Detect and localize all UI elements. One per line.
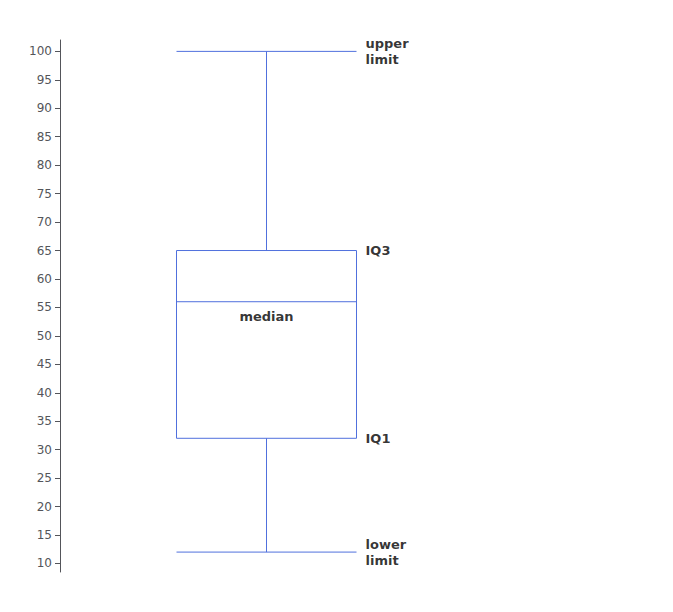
- svg-text:40: 40: [37, 386, 52, 400]
- svg-text:15: 15: [37, 528, 52, 542]
- svg-text:90: 90: [37, 101, 52, 115]
- svg-text:upper: upper: [366, 36, 410, 51]
- svg-text:lower: lower: [366, 537, 407, 552]
- svg-text:45: 45: [37, 357, 52, 371]
- svg-text:80: 80: [37, 158, 52, 172]
- svg-text:25: 25: [37, 471, 52, 485]
- svg-text:limit: limit: [366, 52, 399, 67]
- svg-text:60: 60: [37, 272, 52, 286]
- svg-text:20: 20: [37, 500, 52, 514]
- svg-text:95: 95: [37, 73, 52, 87]
- svg-text:75: 75: [37, 187, 52, 201]
- svg-text:100: 100: [29, 44, 52, 58]
- svg-text:IQ1: IQ1: [366, 431, 391, 446]
- svg-text:70: 70: [37, 215, 52, 229]
- svg-text:median: median: [239, 309, 293, 324]
- svg-text:IQ3: IQ3: [366, 243, 391, 258]
- svg-text:30: 30: [37, 443, 52, 457]
- svg-text:50: 50: [37, 329, 52, 343]
- svg-text:65: 65: [37, 244, 52, 258]
- svg-text:35: 35: [37, 414, 52, 428]
- svg-text:85: 85: [37, 130, 52, 144]
- svg-text:10: 10: [37, 556, 52, 570]
- svg-text:limit: limit: [366, 553, 399, 568]
- svg-text:55: 55: [37, 300, 52, 314]
